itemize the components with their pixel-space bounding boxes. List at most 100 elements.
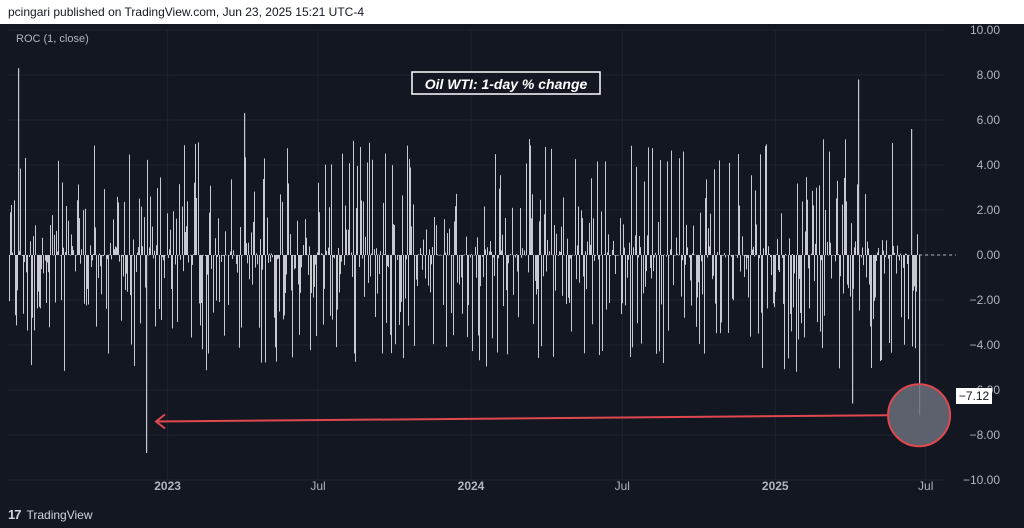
roc-bar (256, 253, 257, 255)
roc-bar (96, 255, 97, 327)
roc-bar (192, 255, 193, 265)
roc-chart[interactable]: 10.008.006.004.002.000.00−2.00−4.00−6.00… (0, 24, 1024, 504)
roc-bar (575, 159, 576, 255)
roc-bar (119, 255, 120, 262)
roc-bar (800, 255, 801, 313)
roc-bar (278, 255, 279, 259)
roc-bar (752, 249, 753, 255)
roc-bar (647, 235, 648, 255)
roc-bar (233, 250, 234, 255)
roc-bar (309, 246, 310, 255)
roc-bar (413, 204, 414, 255)
roc-bar (748, 255, 749, 298)
roc-bar (762, 255, 763, 368)
roc-bar (529, 139, 530, 255)
roc-bar (873, 255, 874, 320)
roc-bar (437, 254, 438, 255)
roc-bar (94, 145, 95, 255)
roc-bar (178, 254, 179, 256)
roc-bar (395, 255, 396, 345)
roc-bar (357, 165, 358, 255)
roc-bar (370, 255, 371, 277)
roc-bar (195, 143, 196, 255)
roc-bar (215, 238, 216, 255)
roc-bar (530, 145, 531, 255)
roc-bar (579, 255, 580, 283)
roc-bar (785, 253, 786, 255)
x-axis: 2023 Jul 2024 Jul 2025 Jul (154, 479, 933, 493)
roc-bar (78, 184, 79, 255)
roc-bar (794, 255, 795, 274)
roc-bar (408, 255, 409, 326)
roc-bar (208, 255, 209, 354)
roc-bar (326, 250, 327, 255)
roc-bar (52, 215, 53, 255)
roc-bar (306, 237, 307, 255)
roc-bar (46, 255, 47, 303)
roc-bar (783, 255, 784, 304)
roc-bar (337, 255, 338, 310)
roc-bar (169, 249, 170, 255)
roc-bar (26, 255, 27, 273)
roc-bar (368, 255, 369, 283)
roc-bar (775, 255, 776, 292)
roc-bar (436, 225, 437, 255)
roc-bar (732, 255, 733, 299)
roc-bar (905, 253, 906, 255)
roc-bar (512, 207, 513, 255)
roc-bar (906, 254, 907, 255)
roc-bar (751, 175, 752, 255)
roc-bar (365, 236, 366, 255)
roc-bar (153, 255, 154, 259)
roc-bar (601, 211, 602, 255)
roc-bar (267, 217, 268, 255)
roc-bar (494, 255, 495, 277)
roc-bar (784, 255, 785, 370)
roc-bar (627, 255, 628, 278)
roc-bar (207, 255, 208, 275)
roc-bar (295, 255, 296, 269)
roc-bar (633, 247, 634, 255)
roc-bar (183, 255, 184, 272)
roc-bar (447, 233, 448, 255)
roc-bar (705, 198, 706, 255)
roc-bar (400, 255, 401, 313)
roc-bar (353, 140, 354, 255)
roc-bar (489, 251, 490, 255)
roc-bar (614, 254, 615, 256)
roc-bar (693, 225, 694, 255)
roc-bar-highlight (852, 255, 854, 404)
roc-bar (54, 234, 55, 255)
roc-bar (758, 255, 759, 334)
roc-bar (888, 255, 889, 259)
roc-bar (577, 245, 578, 255)
roc-bar (85, 208, 86, 255)
roc-bar (526, 163, 527, 255)
roc-bar (832, 255, 833, 256)
roc-bar (444, 219, 445, 255)
roc-bar (759, 255, 760, 259)
roc-bar (694, 254, 695, 256)
roc-bar (540, 199, 541, 255)
roc-bar (880, 255, 881, 362)
roc-bar (870, 255, 871, 327)
roc-bar (329, 207, 330, 255)
roc-bar (696, 255, 697, 327)
roc-bar (866, 255, 867, 278)
roc-bar (477, 237, 478, 255)
roc-bar (190, 255, 191, 256)
roc-bar (724, 253, 725, 255)
roc-bar (363, 201, 364, 255)
roc-bar (883, 250, 884, 255)
roc-bar (286, 255, 287, 275)
roc-bar (702, 255, 703, 295)
roc-bar (73, 250, 74, 255)
roc-bar (355, 255, 356, 362)
roc-bar (740, 255, 741, 272)
roc-bar (302, 255, 303, 256)
roc-bar (600, 254, 601, 256)
roc-bar (255, 255, 256, 268)
roc-bar (716, 255, 717, 334)
roc-bar (200, 255, 201, 326)
roc-bar (487, 247, 488, 255)
